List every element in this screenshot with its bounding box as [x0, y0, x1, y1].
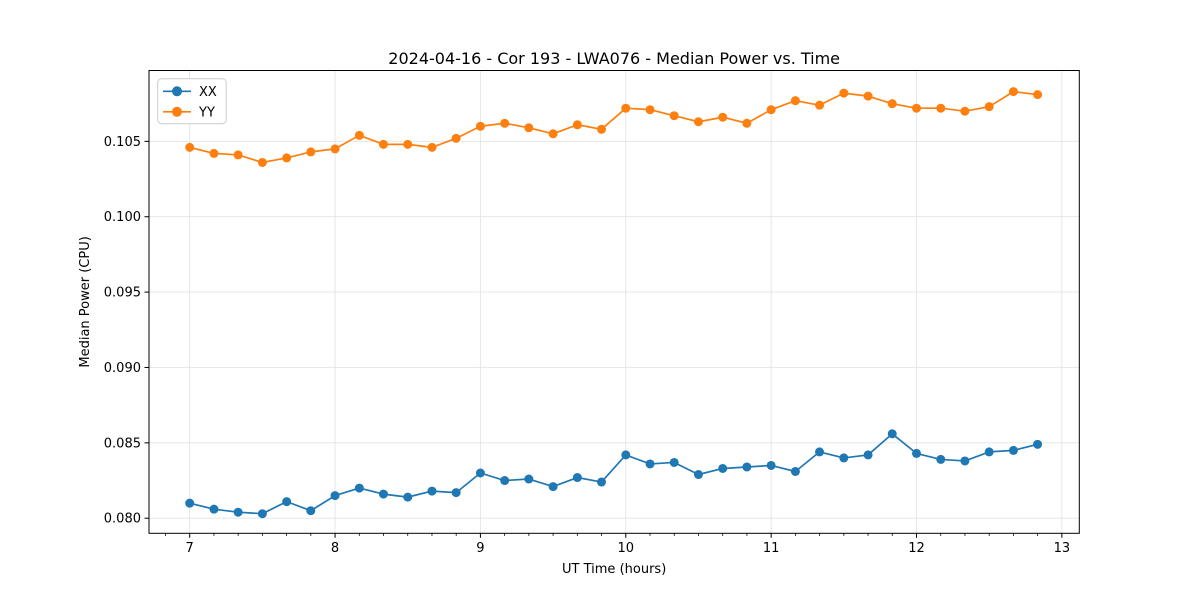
series-XX-marker [1008, 445, 1018, 455]
series-YY-marker [669, 111, 679, 121]
series-XX-marker [766, 460, 776, 470]
series-YY-marker [572, 120, 582, 130]
series-YY-marker [693, 117, 703, 127]
series-XX-marker [475, 468, 485, 478]
series-YY-marker [936, 103, 946, 113]
series-YY-marker [742, 118, 752, 128]
legend: XX YY [157, 78, 227, 125]
x-tick-label: 7 [186, 541, 194, 556]
series-XX-marker [306, 506, 316, 516]
series-XX-marker [815, 447, 825, 457]
y-tick-label: 0.090 [104, 361, 141, 376]
legend-label: YY [198, 105, 215, 120]
series-YY-marker [863, 91, 873, 101]
series-YY-marker [839, 88, 849, 98]
series-XX-marker [912, 448, 921, 458]
series-YY-marker [209, 148, 219, 158]
series-YY-marker [645, 105, 655, 115]
x-tick-label: 12 [908, 541, 925, 556]
series-YY-marker [427, 142, 437, 152]
series-YY-marker [815, 100, 825, 110]
y-axis-label: Median Power (CPU) [78, 236, 93, 367]
legend-entry: XX [163, 85, 217, 100]
legend-marker [172, 86, 182, 97]
x-tick-label: 10 [618, 541, 635, 556]
series-YY-marker [306, 147, 316, 157]
series-YY-marker [330, 144, 340, 154]
y-tick-label: 0.085 [104, 436, 141, 451]
series-XX-marker [718, 463, 728, 473]
series-YY-marker [185, 142, 195, 152]
axes-frame [148, 70, 1080, 534]
series-XX-marker [984, 447, 994, 457]
series-XX-marker [500, 476, 510, 486]
series-XX-marker [742, 462, 752, 472]
series-YY-marker [282, 153, 292, 163]
series-XX-marker [257, 509, 267, 519]
series-XX-marker [645, 459, 655, 469]
series-XX-marker [863, 450, 873, 460]
series-XX-marker [936, 454, 946, 464]
series-XX-marker [839, 453, 849, 463]
series-XX-marker [524, 474, 534, 484]
series-XX-marker [282, 497, 292, 507]
y-tick-label: 0.080 [104, 512, 141, 527]
series-YY-marker [524, 123, 534, 133]
legend-label: XX [199, 85, 217, 100]
series-XX-marker [378, 489, 388, 499]
x-tick-label: 13 [1054, 541, 1071, 556]
series-YY-marker [960, 106, 970, 116]
series-XX-marker [209, 504, 219, 514]
series-XX-marker [887, 429, 897, 439]
series-XX-marker [621, 450, 631, 460]
series-YY-marker [621, 103, 631, 113]
series-XX-marker [330, 491, 340, 501]
series-YY-marker [500, 118, 510, 128]
series-XX-marker [427, 486, 437, 496]
series-YY-marker [887, 99, 897, 109]
x-tick-label: 9 [476, 541, 484, 556]
series-YY-marker [718, 112, 728, 122]
series-XX-marker [185, 498, 195, 508]
series-XX-marker [1033, 439, 1043, 449]
series-YY-marker [475, 121, 485, 131]
chart-title: 2024-04-16 - Cor 193 - LWA076 - Median P… [388, 49, 840, 68]
series-XX-marker [548, 482, 558, 492]
series-YY-marker [597, 124, 606, 134]
series-XX-marker [669, 457, 679, 467]
series-XX-marker [960, 456, 970, 466]
series-XX-marker [572, 473, 582, 483]
series-YY-marker [233, 150, 243, 160]
series-YY-marker [912, 103, 921, 113]
x-axis-label: UT Time (hours) [562, 562, 666, 577]
series-YY-marker [548, 129, 558, 139]
series-XX-marker [233, 507, 243, 517]
series-XX-marker [693, 470, 703, 480]
x-tick-label: 11 [763, 541, 780, 556]
series-YY-marker [766, 105, 776, 115]
series-YY-marker [790, 96, 800, 106]
legend-marker [172, 106, 182, 117]
series-YY-marker [451, 133, 461, 143]
series-YY-marker [354, 130, 364, 140]
series-YY-marker [403, 139, 413, 149]
series-XX-line [189, 432, 1038, 515]
series-YY-marker [1033, 90, 1043, 100]
series-XX-marker [451, 488, 461, 498]
series-XX-marker [597, 477, 606, 487]
y-tick-label: 0.095 [104, 286, 141, 301]
series-XX-marker [790, 466, 800, 476]
legend-entry: YY [163, 105, 215, 120]
series-YY-marker [257, 157, 267, 167]
series-YY-marker [378, 139, 388, 149]
series-YY-marker [984, 102, 994, 112]
series-XX-marker [354, 483, 364, 493]
y-tick-label: 0.105 [104, 135, 141, 150]
y-tick-label: 0.100 [104, 210, 141, 225]
series-XX-marker [403, 492, 413, 502]
x-tick-label: 8 [331, 541, 339, 556]
series-YY-marker [1008, 87, 1018, 97]
